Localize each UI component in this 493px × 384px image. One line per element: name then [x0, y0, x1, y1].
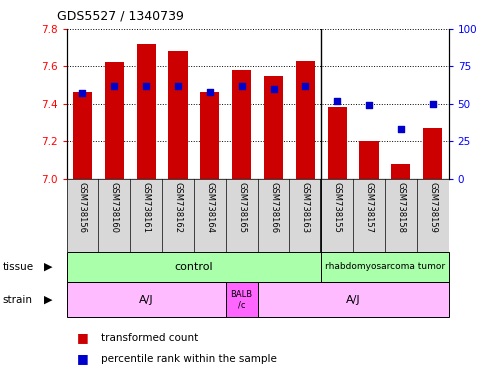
Point — [78, 90, 86, 96]
Bar — [73, 93, 92, 179]
Point — [238, 83, 246, 89]
Text: GSM738163: GSM738163 — [301, 182, 310, 233]
Text: tissue: tissue — [2, 262, 34, 272]
Bar — [226, 282, 257, 317]
Bar — [359, 141, 379, 179]
Text: GSM738155: GSM738155 — [333, 182, 342, 233]
Text: GDS5527 / 1340739: GDS5527 / 1340739 — [57, 10, 183, 23]
Point — [365, 102, 373, 108]
Point — [301, 83, 309, 89]
Bar — [328, 108, 347, 179]
Bar — [169, 51, 187, 179]
Text: GSM738157: GSM738157 — [364, 182, 374, 233]
Text: GSM738158: GSM738158 — [396, 182, 405, 233]
Text: GSM738156: GSM738156 — [78, 182, 87, 233]
Bar — [391, 164, 410, 179]
Text: BALB
/c: BALB /c — [231, 290, 253, 309]
Text: GSM738161: GSM738161 — [141, 182, 151, 233]
Text: rhabdomyosarcoma tumor: rhabdomyosarcoma tumor — [325, 262, 445, 271]
Text: percentile rank within the sample: percentile rank within the sample — [101, 354, 277, 364]
Text: ■: ■ — [76, 331, 88, 344]
Bar — [137, 44, 156, 179]
Point — [206, 89, 214, 95]
Text: GSM738165: GSM738165 — [237, 182, 246, 233]
Bar — [257, 282, 449, 317]
Text: control: control — [175, 262, 213, 272]
Text: GSM738160: GSM738160 — [110, 182, 119, 233]
Text: A/J: A/J — [139, 295, 153, 305]
Point — [333, 98, 341, 104]
Text: ▶: ▶ — [44, 295, 53, 305]
Text: GSM738159: GSM738159 — [428, 182, 437, 233]
Text: GSM738162: GSM738162 — [174, 182, 182, 233]
Point — [397, 126, 405, 132]
Point — [429, 101, 437, 107]
Bar — [232, 70, 251, 179]
Bar — [67, 252, 321, 282]
Point — [270, 86, 278, 92]
Text: GSM738166: GSM738166 — [269, 182, 278, 233]
Bar — [67, 282, 226, 317]
Point — [110, 83, 118, 89]
Bar — [264, 76, 283, 179]
Text: ▶: ▶ — [44, 262, 53, 272]
Text: transformed count: transformed count — [101, 333, 198, 343]
Text: A/J: A/J — [346, 295, 360, 305]
Text: GSM738164: GSM738164 — [205, 182, 214, 233]
Point — [142, 83, 150, 89]
Point — [174, 83, 182, 89]
Bar — [423, 128, 442, 179]
Text: strain: strain — [2, 295, 33, 305]
Text: ■: ■ — [76, 353, 88, 366]
Bar — [321, 252, 449, 282]
Bar — [296, 61, 315, 179]
Bar — [105, 63, 124, 179]
Bar — [200, 93, 219, 179]
